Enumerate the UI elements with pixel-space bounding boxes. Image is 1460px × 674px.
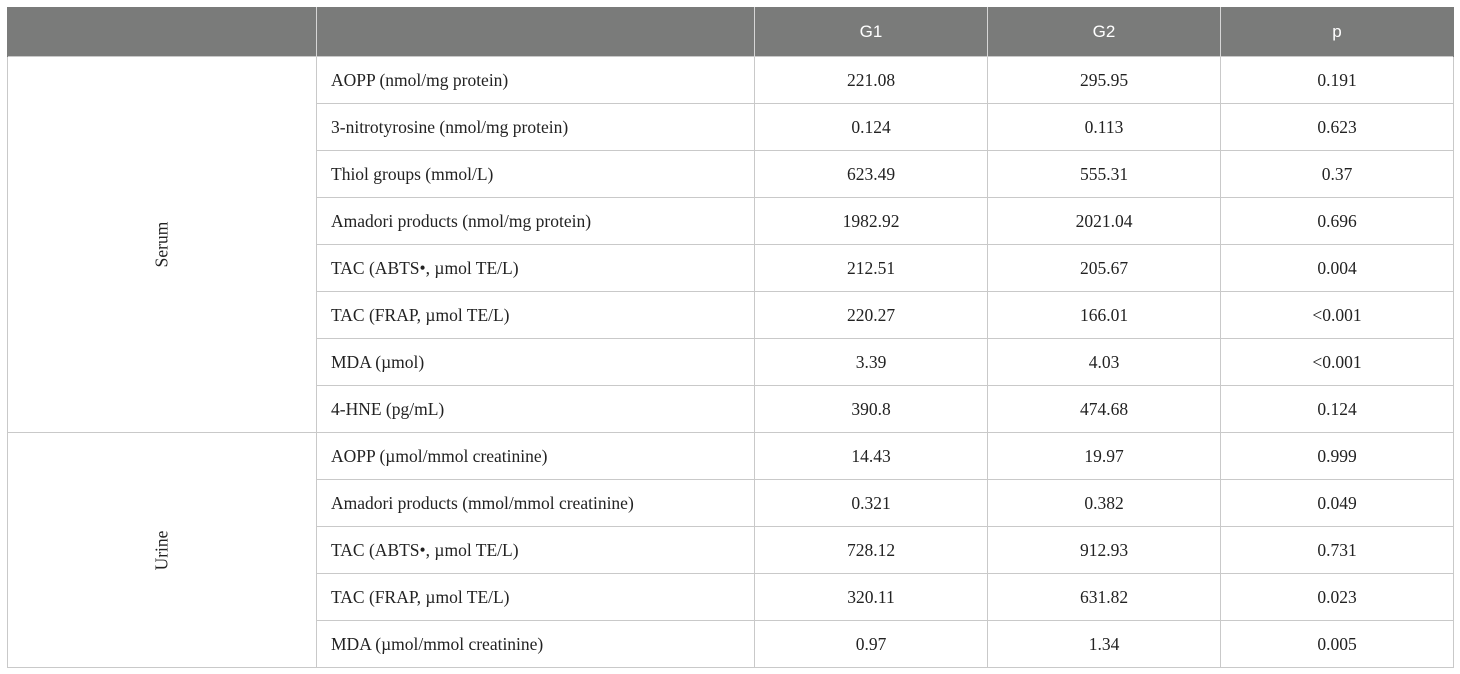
g1-cell: 221.08 <box>754 56 988 104</box>
results-table: G1 G2 p Serum AOPP (nmol/mg protein) 221.0… <box>7 7 1454 668</box>
header-blank-cell <box>7 7 317 57</box>
p-value-cell: 0.004 <box>1220 244 1454 292</box>
table-row: TAC (ABTS•, µmol TE/L) 212.51 205.67 0.004 <box>8 244 1454 292</box>
param-cell: MDA (µmol) <box>316 338 755 386</box>
g1-cell: 728.12 <box>754 526 988 574</box>
g1-cell: 0.124 <box>754 103 988 151</box>
p-value-cell: 0.124 <box>1220 385 1454 433</box>
p-value-cell: 0.191 <box>1220 56 1454 104</box>
group-label-cell: Urine <box>7 432 317 668</box>
header-g2-cell: G2 <box>987 7 1221 57</box>
p-value-cell: <0.001 <box>1220 291 1454 339</box>
param-cell: Amadori products (mmol/mmol creatinine) <box>316 479 755 527</box>
g2-cell: 166.01 <box>987 291 1221 339</box>
group-label: Urine <box>151 530 172 570</box>
group-label: Serum <box>151 221 172 268</box>
header-g1-cell: G1 <box>754 7 988 57</box>
g2-cell: 474.68 <box>987 385 1221 433</box>
header-param-cell <box>316 7 755 57</box>
table-row: Thiol groups (mmol/L) 623.49 555.31 0.37 <box>8 150 1454 198</box>
table-row: 3-nitrotyrosine (nmol/mg protein) 0.124 0.… <box>8 103 1454 151</box>
table-row: Serum AOPP (nmol/mg protein) 221.08 295.95 0… <box>7 56 1454 433</box>
g2-cell: 1.34 <box>987 620 1221 668</box>
g2-cell: 631.82 <box>987 573 1221 621</box>
param-cell: AOPP (nmol/mg protein) <box>316 56 755 104</box>
param-cell: TAC (ABTS•, µmol TE/L) <box>316 244 755 292</box>
table-row: TAC (FRAP, µmol TE/L) 220.27 166.01 <0.001 <box>8 291 1454 339</box>
param-cell: Amadori products (nmol/mg protein) <box>316 197 755 245</box>
table-row: Amadori products (nmol/mg protein) 1982.9… <box>8 197 1454 245</box>
g1-cell: 623.49 <box>754 150 988 198</box>
param-cell: MDA (µmol/mmol creatinine) <box>316 620 755 668</box>
param-cell: 3-nitrotyrosine (nmol/mg protein) <box>316 103 755 151</box>
p-value-cell: <0.001 <box>1220 338 1454 386</box>
p-value-cell: 0.623 <box>1220 103 1454 151</box>
g2-cell: 2021.04 <box>987 197 1221 245</box>
g1-cell: 320.11 <box>754 573 988 621</box>
param-cell: TAC (FRAP, µmol TE/L) <box>316 573 755 621</box>
header-row: G1 G2 p <box>7 7 1454 57</box>
results-table-container: G1 G2 p Serum AOPP (nmol/mg protein) 221.0… <box>7 7 1454 668</box>
table-header: G1 G2 p <box>7 7 1454 57</box>
p-value-cell: 0.023 <box>1220 573 1454 621</box>
g1-cell: 14.43 <box>754 432 988 480</box>
group-label-cell: Serum <box>7 56 317 433</box>
table-row: Urine AOPP (µmol/mmol creatinine) 14.43 19.… <box>7 432 1454 668</box>
g2-cell: 0.382 <box>987 479 1221 527</box>
table-row: MDA (µmol/mmol creatinine) 0.97 1.34 0.005 <box>8 620 1454 668</box>
g2-cell: 295.95 <box>987 56 1221 104</box>
header-p-cell: p <box>1220 7 1454 57</box>
table-row: Amadori products (mmol/mmol creatinine) 0… <box>8 479 1454 527</box>
table-row: 4-HNE (pg/mL) 390.8 474.68 0.124 <box>8 385 1454 433</box>
p-value-cell: 0.005 <box>1220 620 1454 668</box>
g2-cell: 0.113 <box>987 103 1221 151</box>
g2-cell: 555.31 <box>987 150 1221 198</box>
g2-cell: 912.93 <box>987 526 1221 574</box>
table-row: MDA (µmol) 3.39 4.03 <0.001 <box>8 338 1454 386</box>
g1-cell: 220.27 <box>754 291 988 339</box>
g1-cell: 390.8 <box>754 385 988 433</box>
g2-cell: 205.67 <box>987 244 1221 292</box>
p-value-cell: 0.731 <box>1220 526 1454 574</box>
p-value-cell: 0.696 <box>1220 197 1454 245</box>
param-cell: TAC (ABTS•, µmol TE/L) <box>316 526 755 574</box>
g1-cell: 0.97 <box>754 620 988 668</box>
p-value-cell: 0.049 <box>1220 479 1454 527</box>
g1-cell: 212.51 <box>754 244 988 292</box>
g2-cell: 19.97 <box>987 432 1221 480</box>
param-cell: Thiol groups (mmol/L) <box>316 150 755 198</box>
g2-cell: 4.03 <box>987 338 1221 386</box>
p-value-cell: 0.999 <box>1220 432 1454 480</box>
param-cell: AOPP (µmol/mmol creatinine) <box>316 432 755 480</box>
param-cell: 4-HNE (pg/mL) <box>316 385 755 433</box>
table-body: Serum AOPP (nmol/mg protein) 221.08 295.95 0… <box>7 56 1454 668</box>
g1-cell: 3.39 <box>754 338 988 386</box>
param-cell: TAC (FRAP, µmol TE/L) <box>316 291 755 339</box>
g1-cell: 1982.92 <box>754 197 988 245</box>
p-value-cell: 0.37 <box>1220 150 1454 198</box>
g1-cell: 0.321 <box>754 479 988 527</box>
